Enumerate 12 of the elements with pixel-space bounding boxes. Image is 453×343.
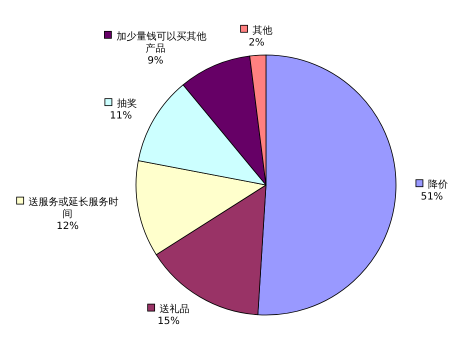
data-label: 2% xyxy=(248,37,265,48)
legend-label: 降价 xyxy=(428,178,448,191)
data-label: 11% xyxy=(110,110,132,122)
legend-label: 其他 xyxy=(252,24,273,36)
legend-label: 加少量钱可以买其他产品 xyxy=(116,30,206,54)
data-label: 9% xyxy=(147,55,164,66)
legend-label: 送服务或延长服务时间 xyxy=(28,196,119,220)
data-label: 51% xyxy=(420,192,444,203)
legend-label: 送礼品 xyxy=(160,303,190,316)
data-label: 12% xyxy=(56,221,79,232)
data-label: 15% xyxy=(158,316,180,328)
legend-label: 抽奖 xyxy=(116,98,137,110)
